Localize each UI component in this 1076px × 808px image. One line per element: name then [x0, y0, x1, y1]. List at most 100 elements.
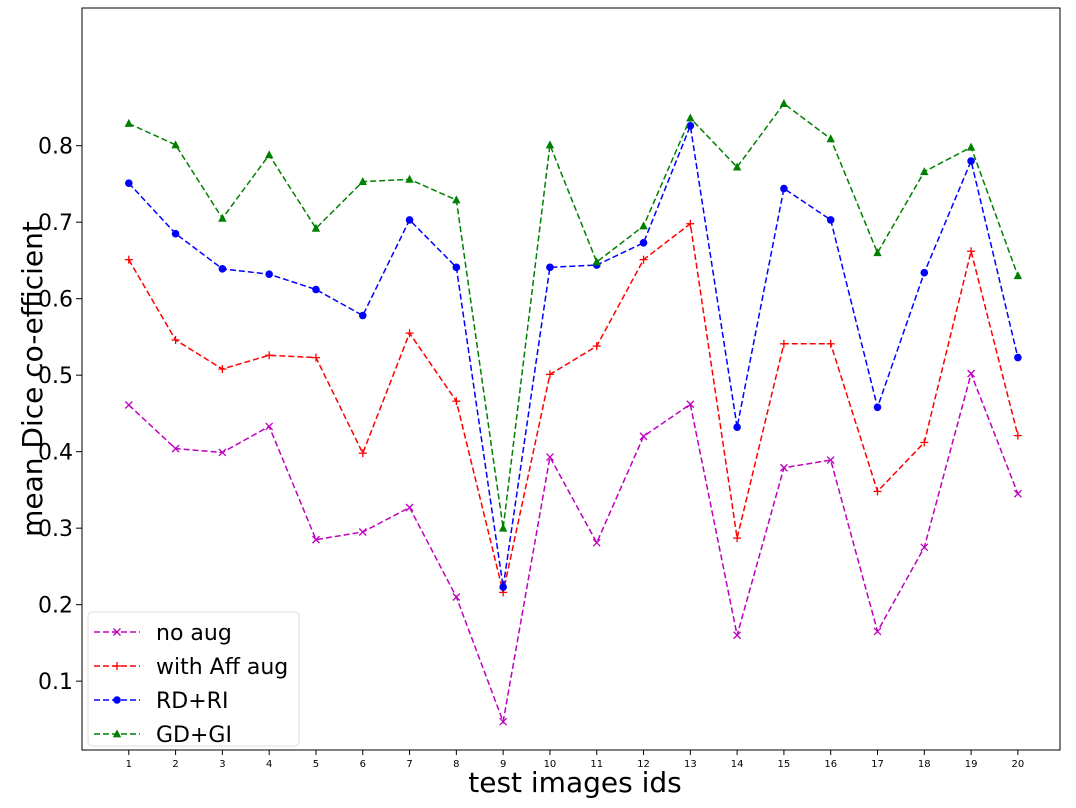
legend-marker: [113, 696, 121, 704]
legend: no aug with Aff aug RD+RI GD+GI: [87, 611, 300, 748]
legend-item: no aug: [94, 621, 232, 646]
data-point: [311, 353, 320, 362]
data-point: [1014, 353, 1022, 362]
data-point: [124, 255, 133, 264]
data-point: [826, 456, 835, 465]
x-tick-label: 2: [172, 759, 178, 770]
x-tick-label: 18: [918, 759, 931, 770]
data-point: [265, 422, 274, 431]
data-point: [499, 717, 508, 726]
series-line: [128, 222, 1019, 593]
data-point: [358, 528, 367, 536]
series-line: [128, 122, 1019, 588]
data-point: [966, 142, 976, 151]
x-tick-label: 16: [824, 759, 837, 770]
data-point: [452, 593, 461, 601]
data-point: [312, 535, 320, 544]
data-point: [592, 342, 601, 351]
y-tick-label: 0.6: [38, 288, 73, 313]
data-point: [873, 403, 882, 412]
data-point: [358, 177, 367, 186]
data-point: [639, 221, 648, 230]
x-tick-label: 10: [544, 759, 557, 770]
data-point: [499, 583, 507, 591]
data-point: [124, 118, 133, 127]
x-tick-label: 6: [360, 759, 366, 770]
data-point: [545, 453, 554, 461]
data-point: [967, 157, 975, 165]
data-point: [124, 179, 133, 187]
data-point: [920, 268, 929, 277]
data-point: [826, 339, 835, 348]
legend-item: with Aff aug: [94, 655, 288, 680]
data-point: [1013, 271, 1023, 280]
data-point: [779, 99, 789, 108]
data-point: [873, 627, 882, 636]
y-tick-label: 0.3: [38, 517, 73, 542]
data-point: [1013, 431, 1022, 440]
data-point: [592, 538, 601, 547]
y-axis: 0.1 0.2 0.3 0.4 0.5 0.6 0.7 0.8: [38, 135, 82, 695]
data-point: [545, 140, 555, 149]
data-point: [405, 174, 414, 183]
data-point: [358, 449, 367, 458]
data-point: [452, 263, 461, 272]
data-point: [218, 365, 227, 374]
data-point: [311, 223, 321, 232]
data-point: [171, 140, 180, 149]
x-tick-label: 4: [266, 759, 272, 770]
data-point: [452, 397, 461, 406]
data-point: [920, 167, 929, 176]
x-tick-label: 9: [500, 759, 506, 770]
series-line: [128, 102, 1019, 529]
series-rd-ri: [124, 122, 1022, 591]
data-point: [826, 216, 835, 224]
data-point: [265, 270, 273, 279]
y-tick-label: 0.8: [38, 135, 73, 160]
data-point: [405, 329, 414, 338]
y-tick-label: 0.1: [38, 670, 73, 695]
data-point: [171, 444, 180, 453]
data-point: [171, 335, 180, 344]
legend-label: RD+RI: [156, 689, 228, 714]
data-point: [358, 311, 367, 320]
data-point: [920, 438, 929, 447]
legend-item: GD+GI: [94, 723, 232, 748]
legend-label: GD+GI: [156, 723, 232, 748]
x-tick-label: 7: [406, 759, 412, 770]
data-point: [452, 195, 461, 204]
series-line: [128, 371, 1019, 725]
data-point: [686, 122, 695, 130]
legend-marker: [113, 628, 121, 636]
data-point: [967, 247, 976, 256]
data-point: [967, 369, 976, 378]
data-point: [546, 263, 554, 272]
series-layer: [124, 99, 1023, 726]
data-point: [732, 162, 742, 171]
legend-label: no aug: [156, 621, 232, 646]
data-point: [545, 370, 554, 379]
x-tick-label: 17: [871, 759, 884, 770]
series-gd-gi: [124, 99, 1023, 532]
series-no-aug: [124, 369, 1022, 726]
data-point: [405, 503, 414, 512]
data-point: [264, 150, 274, 159]
legend-marker: [113, 662, 121, 670]
data-point: [498, 523, 508, 532]
legend-marker: [112, 729, 122, 738]
x-axis-title: test images ids: [468, 766, 682, 799]
data-point: [592, 257, 601, 266]
data-point: [639, 239, 648, 247]
data-point: [218, 213, 227, 222]
y-axis-title: mean Dice co-efficient: [16, 221, 49, 537]
data-point: [639, 432, 648, 441]
data-point: [779, 463, 788, 472]
y-tick-label: 0.7: [38, 211, 73, 236]
legend-box: [87, 611, 300, 747]
x-tick-label: 13: [684, 759, 697, 770]
data-point: [779, 339, 788, 348]
x-tick-label: 1: [126, 759, 132, 770]
y-tick-label: 0.2: [38, 594, 73, 619]
data-point: [873, 248, 882, 257]
